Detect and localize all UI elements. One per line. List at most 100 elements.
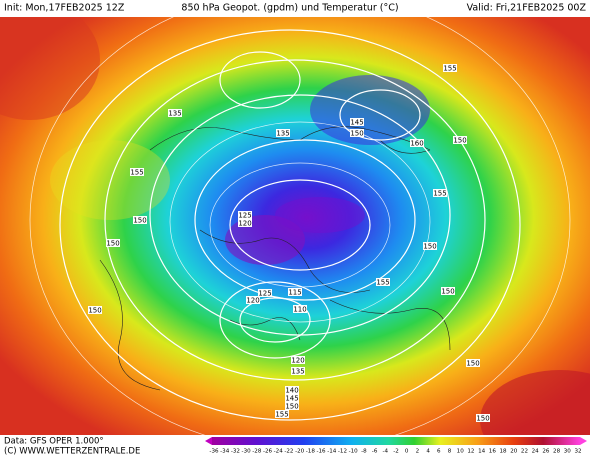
colorbar-tick-label: -10 bbox=[349, 449, 359, 455]
colorbar-tick-label: 6 bbox=[437, 449, 441, 455]
colorbar-tick-label: 12 bbox=[467, 449, 474, 455]
colorbar-tick-label: -28 bbox=[252, 449, 262, 455]
contour-label: 135 bbox=[276, 130, 289, 138]
contour-label: 125 bbox=[238, 212, 251, 220]
map-title: 850 hPa Geopot. (gpdm) und Temperatur (°… bbox=[181, 3, 398, 14]
contour-label: 145 bbox=[350, 119, 363, 127]
isohypses bbox=[29, 17, 571, 435]
contour-label-box bbox=[288, 288, 302, 296]
contour-label: 135 bbox=[291, 368, 304, 376]
contour-label: 135 bbox=[168, 110, 181, 118]
warm-area bbox=[480, 370, 590, 435]
contour-label-box bbox=[443, 64, 457, 72]
colorbar-tick-label: -6 bbox=[372, 449, 378, 455]
contour-label-box bbox=[168, 109, 182, 117]
cold-area bbox=[310, 75, 430, 145]
colorbar-tick-label: -36 bbox=[209, 449, 219, 455]
contour-label-box bbox=[238, 211, 252, 219]
colorbar-tick-label: -20 bbox=[295, 449, 305, 455]
contour-label-box bbox=[130, 168, 144, 176]
contour-label: 155 bbox=[433, 190, 446, 198]
colorbar-tick-label: -32 bbox=[231, 449, 240, 455]
colorbar-tick-label: -18 bbox=[306, 449, 316, 455]
contour-label: 150 bbox=[106, 240, 119, 248]
contour-label-box bbox=[350, 118, 364, 126]
colorbar-tick-label: 22 bbox=[521, 449, 528, 455]
colorbar-tick-label: -34 bbox=[220, 449, 230, 455]
contour-label-box bbox=[433, 189, 447, 197]
contour-label: 155 bbox=[275, 411, 288, 419]
contour-label: 125 bbox=[258, 290, 271, 298]
contour-label: 120 bbox=[246, 297, 259, 305]
contour-label-box bbox=[88, 306, 102, 314]
cold-core bbox=[275, 197, 365, 233]
colorbar-tick-label: 16 bbox=[489, 449, 497, 455]
contour-label-box bbox=[133, 216, 147, 224]
colorbar-tick-label: -8 bbox=[361, 449, 367, 455]
colorbar-end bbox=[580, 437, 587, 445]
colorbar-end bbox=[205, 437, 212, 445]
colorbar-tick-label: 10 bbox=[457, 449, 465, 455]
warm-area bbox=[50, 140, 170, 220]
contour-label: 150 bbox=[350, 130, 363, 138]
colorbar-tick-label: -26 bbox=[263, 449, 273, 455]
init-time: Init: Mon,17FEB2025 12Z bbox=[4, 3, 125, 14]
contour-label-box bbox=[285, 386, 299, 394]
contour-label: 150 bbox=[476, 415, 489, 423]
contour-label-box bbox=[376, 278, 390, 286]
valid-time: Valid: Fri,21FEB2025 00Z bbox=[467, 3, 587, 14]
contour-label-box bbox=[453, 136, 467, 144]
colorbar-tick-label: 30 bbox=[564, 449, 572, 455]
contour-label-box bbox=[291, 356, 305, 364]
contour-label-box bbox=[258, 289, 272, 297]
contour-label: 115 bbox=[288, 289, 301, 297]
contour-label-box bbox=[106, 239, 120, 247]
colorbar-tick-label: 2 bbox=[416, 449, 420, 455]
contour-label: 150 bbox=[453, 137, 466, 145]
contour-label-box bbox=[246, 296, 260, 304]
colorbar-tick-label: 0 bbox=[405, 449, 409, 455]
contour-label-box bbox=[285, 402, 299, 410]
copyright: (C) WWW.WETTERZENTRALE.DE bbox=[4, 447, 140, 455]
contour-label: 145 bbox=[285, 395, 298, 403]
colorbar-tick-label: -12 bbox=[338, 449, 347, 455]
contour-label: 160 bbox=[410, 140, 423, 148]
contour-label-box bbox=[238, 219, 252, 227]
colorbar: -36 -34 -32 -30 -28 -26 -24 -22 -20 -18 -16 -14 -12-… bbox=[205, 437, 587, 455]
contour-label-box bbox=[410, 139, 424, 147]
contour-label-box bbox=[350, 129, 364, 137]
warm-area bbox=[0, 17, 100, 120]
contour-label: 155 bbox=[443, 65, 456, 73]
contour-label-box bbox=[476, 414, 490, 422]
colorbar-tick-label: 4 bbox=[426, 449, 430, 455]
colorbar-tick-label: 26 bbox=[542, 449, 550, 455]
colorbar-tick-label: -22 bbox=[284, 449, 293, 455]
contour-label: 110 bbox=[293, 306, 306, 314]
contour-label: 120 bbox=[291, 357, 304, 365]
colorbar-tick-label: -4 bbox=[383, 449, 389, 455]
colorbar-tick-label: -14 bbox=[327, 449, 337, 455]
colorbar-tick-label: 28 bbox=[553, 449, 561, 455]
contour-label-box bbox=[291, 367, 305, 375]
contour-label: 120 bbox=[238, 220, 251, 228]
contour-label: 150 bbox=[133, 217, 146, 225]
colorbar-tick-label: -16 bbox=[316, 449, 326, 455]
contour-label: 150 bbox=[466, 360, 479, 368]
colorbar-scale bbox=[212, 437, 580, 445]
contour-label-box bbox=[276, 129, 290, 137]
contour-label-box bbox=[285, 394, 299, 402]
contour-label-box bbox=[466, 359, 480, 367]
colorbar-tick-label: -2 bbox=[393, 449, 399, 455]
colorbar-tick-label: 14 bbox=[478, 449, 486, 455]
colorbar-tick-label: -30 bbox=[242, 449, 252, 455]
contour-label: 155 bbox=[130, 169, 143, 177]
colorbar-tick-label: 24 bbox=[532, 449, 540, 455]
contour-label: 140 bbox=[285, 387, 298, 395]
contour-label: 155 bbox=[376, 279, 389, 287]
contour-label-box bbox=[441, 287, 455, 295]
colorbar-tick-label: -24 bbox=[274, 449, 284, 455]
colorbar-tick-label: 18 bbox=[499, 449, 507, 455]
data-source: Data: GFS OPER 1.000° bbox=[4, 437, 104, 447]
